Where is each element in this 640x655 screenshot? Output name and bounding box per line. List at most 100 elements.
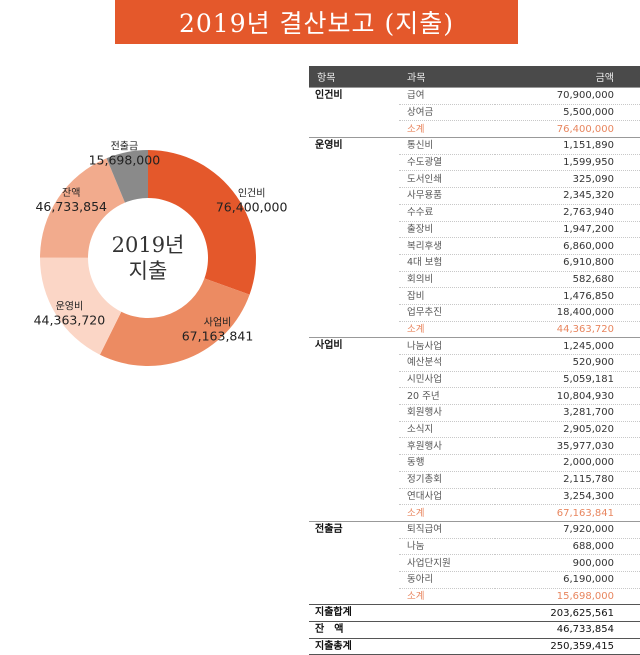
table-row: 사무용품 2,345,320: [309, 187, 640, 205]
header-category: 항목: [309, 66, 399, 88]
table-row: 나눔 688,000: [309, 538, 640, 556]
item-cell: 회원행사: [399, 404, 495, 422]
amount-cell: 520,900: [495, 354, 640, 372]
amount-cell: 2,763,940: [495, 204, 640, 222]
header-amount: 금액: [495, 66, 640, 88]
item-cell: 후원행사: [399, 437, 495, 456]
item-cell: 출장비: [399, 221, 495, 239]
amount-cell: 1,476,850: [495, 287, 640, 305]
slice-value-label: 67,163,841: [182, 329, 254, 344]
amount-cell: 7,920,000: [495, 520, 640, 539]
amount-cell: 582,680: [495, 271, 640, 289]
item-cell: 소계: [399, 120, 495, 139]
category-cell: 인건비: [309, 86, 399, 138]
item-cell: 회의비: [399, 271, 495, 289]
amount-cell: 325,090: [495, 170, 640, 189]
amount-cell: 35,977,030: [495, 437, 640, 456]
slice-label: 사업비: [204, 316, 232, 329]
total-spacer: [399, 637, 495, 655]
amount-cell: 2,345,320: [495, 187, 640, 205]
table-row: 업무추진 18,400,000: [309, 304, 640, 322]
item-cell: 사무용품: [399, 187, 495, 205]
table-row: 사업단지원 900,000: [309, 554, 640, 572]
amount-cell: 44,363,720: [495, 321, 640, 339]
slice-value-label: 44,363,720: [34, 312, 106, 327]
table-row: 20 주년 10,804,930: [309, 387, 640, 406]
table-row: 소식지 2,905,020: [309, 421, 640, 439]
item-cell: 연대사업: [399, 488, 495, 506]
amount-cell: 70,900,000: [495, 87, 640, 105]
table-row: 수수료 2,763,940: [309, 204, 640, 222]
slice-label: 잔액: [62, 187, 80, 199]
table-row: 도서인쇄 325,090: [309, 170, 640, 189]
category-cell: 전출금: [309, 520, 399, 605]
expense-table: 항목 과목 금액 인건비 급여 70,900,000 상여금 5,500,000 소계 76…: [309, 66, 640, 655]
table-body: 인건비 급여 70,900,000 상여금 5,500,000 소계 76,400,000 운…: [309, 86, 640, 655]
category-cell: 사업비: [309, 337, 399, 522]
total-row: 지출총계 250,359,415: [309, 637, 640, 655]
table-row: 동아리 6,190,000: [309, 571, 640, 589]
amount-cell: 67,163,841: [495, 504, 640, 522]
table-row: 전출금 퇴직급여 7,920,000: [309, 520, 640, 605]
table-row: 시민사업 5,059,181: [309, 371, 640, 389]
amount-cell: 2,905,020: [495, 421, 640, 439]
slice-label: 인건비: [238, 187, 266, 199]
amount-cell: 3,281,700: [495, 404, 640, 422]
table-header-row: 항목 과목 금액: [309, 66, 640, 88]
donut-slice-0: [148, 150, 256, 295]
table-row: 4대 보험 6,910,800: [309, 254, 640, 272]
item-cell: 20 주년: [399, 387, 495, 406]
item-cell: 업무추진: [399, 304, 495, 322]
amount-cell: 6,860,000: [495, 237, 640, 255]
category-cell: 운영비: [309, 137, 399, 338]
donut-slice-1: [99, 278, 250, 366]
item-cell: 소계: [399, 504, 495, 522]
amount-cell: 2,115,780: [495, 471, 640, 489]
item-cell: 예산분석: [399, 354, 495, 372]
table-row: 후원행사 35,977,030: [309, 437, 640, 456]
total-row: 지출합계 203,625,561: [309, 604, 640, 622]
item-cell: 복리후생: [399, 237, 495, 255]
item-cell: 통신비: [399, 137, 495, 155]
amount-cell: 10,804,930: [495, 387, 640, 406]
table-row: 인건비 급여 70,900,000: [309, 86, 640, 138]
table-row: 회원행사 3,281,700: [309, 404, 640, 422]
donut-slice-2: [40, 257, 122, 355]
amount-cell: 6,190,000: [495, 571, 640, 589]
amount-cell: 1,947,200: [495, 221, 640, 239]
donut-slice-3: [40, 158, 125, 258]
total-row: 잔 액 46,733,854: [309, 621, 640, 639]
slice-label: 전출금: [111, 141, 139, 153]
donut-slice-4: [106, 150, 148, 203]
amount-cell: 1,151,890: [495, 137, 640, 155]
slice-label: 운영비: [56, 300, 84, 312]
item-cell: 잡비: [399, 287, 495, 305]
item-cell: 4대 보험: [399, 254, 495, 272]
table-row: 회의비 582,680: [309, 271, 640, 289]
item-cell: 동행: [399, 454, 495, 472]
amount-cell: 6,910,800: [495, 254, 640, 272]
amount-cell: 5,059,181: [495, 371, 640, 389]
total-spacer: [399, 604, 495, 622]
amount-cell: 18,400,000: [495, 304, 640, 322]
total-label: 지출합계: [309, 604, 399, 622]
item-cell: 수수료: [399, 204, 495, 222]
item-cell: 급여: [399, 87, 495, 105]
total-label: 지출총계: [309, 637, 399, 655]
item-cell: 나눔사업: [399, 337, 495, 355]
total-amount: 46,733,854: [495, 621, 640, 639]
amount-cell: 2,000,000: [495, 454, 640, 472]
page-title-banner: 2019년 결산보고 (지출): [115, 0, 518, 44]
table-row: 상여금 5,500,000: [309, 104, 640, 122]
slice-value-label: 46,733,854: [35, 199, 107, 214]
item-cell: 사업단지원: [399, 554, 495, 572]
amount-cell: 1,245,000: [495, 337, 640, 355]
amount-cell: 688,000: [495, 538, 640, 556]
item-cell: 퇴직급여: [399, 520, 495, 539]
table-row: 출장비 1,947,200: [309, 221, 640, 239]
page-title: 2019년 결산보고 (지출): [178, 9, 455, 38]
total-amount: 250,359,415: [495, 637, 640, 655]
table-row: 연대사업 3,254,300: [309, 488, 640, 506]
header-item: 과목: [399, 66, 495, 88]
